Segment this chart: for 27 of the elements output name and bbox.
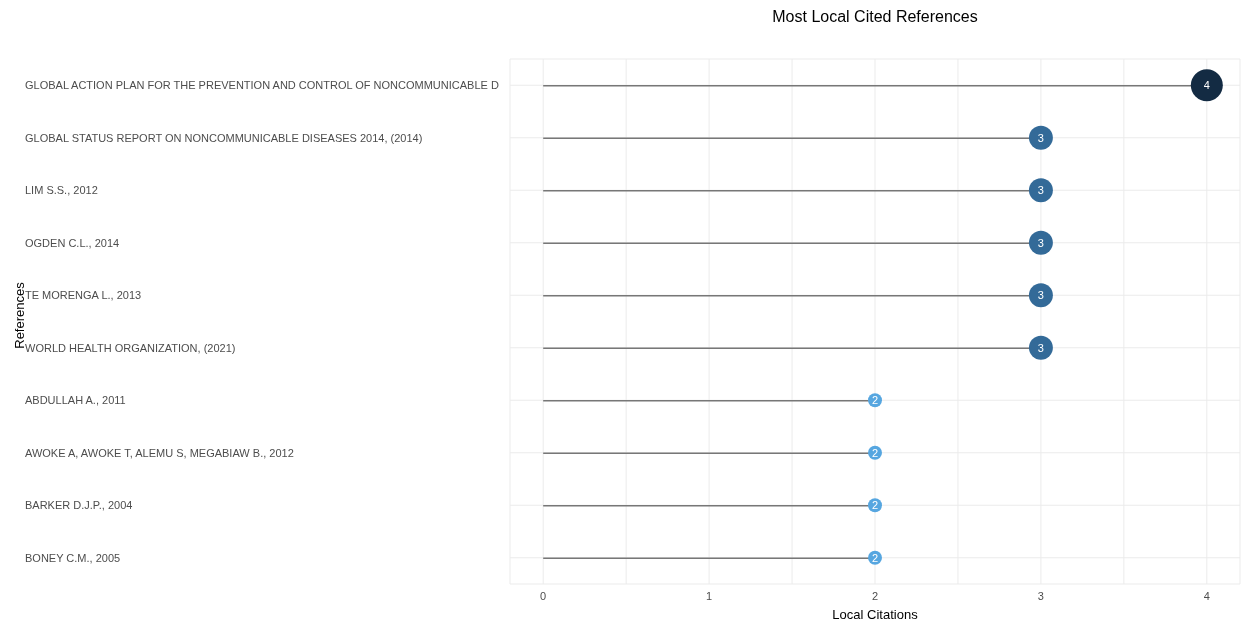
x-tick-label: 0 [540,589,547,602]
y-tick-label: OGDEN C.L., 2014 [25,236,120,249]
data-label: 4 [1203,79,1210,92]
y-tick-label: AWOKE A, AWOKE T, ALEMU S, MEGABIAW B., 2012 [25,446,294,459]
data-label: 2 [871,446,879,459]
chart-title: Most Local Cited References [771,8,979,26]
data-label: 3 [1037,131,1044,144]
x-tick-label: 3 [1037,589,1044,602]
y-tick-label: GLOBAL ACTION PLAN FOR THE PREVENTION AND CONTROL OF NONCOMMUNICABLE D [25,79,499,92]
data-label: 3 [1037,341,1044,354]
data-label: 3 [1037,236,1044,249]
data-label: 2 [871,499,879,512]
y-tick-label: WORLD HEALTH ORGANIZATION, (2021) [25,341,236,354]
y-tick-label: TE MORENGA L., 2013 [25,289,142,302]
y-tick-label: BONEY C.M., 2005 [25,551,121,564]
y-tick-label: LIM S.S., 2012 [25,184,98,197]
data-label: 2 [871,551,879,564]
data-label: 3 [1037,184,1044,197]
x-axis-title: Local Citations [831,607,919,622]
y-tick-label: BARKER D.J.P., 2004 [25,499,133,512]
x-tick-label: 1 [706,589,713,602]
y-tick-label: GLOBAL STATUS REPORT ON NONCOMMUNICABLE DISEASES 2014, (2014) [25,131,423,144]
x-tick-label: 4 [1203,589,1210,602]
data-label: 2 [871,394,879,407]
x-tick-label: 2 [871,589,879,602]
y-tick-label: ABDULLAH A., 2011 [25,394,126,407]
data-label: 3 [1037,289,1044,302]
